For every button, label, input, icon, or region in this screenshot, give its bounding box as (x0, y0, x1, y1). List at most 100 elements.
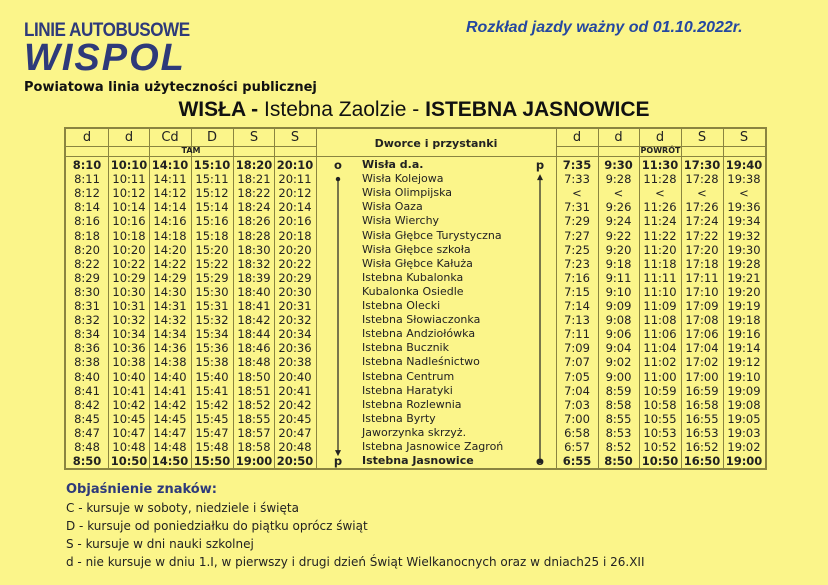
departure-time-powrot: 6:55 (562, 454, 592, 469)
departure-time-powrot: 17:02 (685, 355, 719, 370)
departure-time-powrot: 6:58 (564, 425, 590, 440)
stop-name: Wisła Głębce Turystyczna (362, 228, 502, 242)
departure-time-tam: 10:29 (112, 270, 146, 285)
departure-time-powrot: 7:14 (564, 299, 590, 313)
departure-time-powrot: 16:59 (685, 383, 719, 398)
stop-name: Kubalonka Osiedle (362, 284, 464, 298)
stop-name: Wisła Wierchy (362, 214, 440, 228)
departure-time-powrot: 17:08 (685, 313, 719, 328)
departure-time-powrot: 19:16 (727, 327, 761, 342)
departure-time-powrot: < (613, 186, 624, 201)
departure-time-powrot: 7:07 (564, 355, 590, 370)
departure-time-powrot: 17:30 (683, 158, 721, 172)
departure-time-tam: 18:44 (237, 327, 271, 342)
departure-time-tam: 20:14 (278, 200, 312, 215)
departure-time-tam: 18:50 (237, 369, 271, 384)
departure-time-tam: 8:41 (74, 383, 100, 398)
powrot-course-mark: S (739, 130, 749, 145)
departure-time-tam: 20:42 (278, 397, 312, 412)
subtitle: Powiatowa linia użyteczności publicznej (24, 80, 317, 95)
departure-time-tam: 15:34 (195, 327, 229, 342)
column-divider (108, 129, 109, 468)
departure-time-powrot: < (739, 186, 749, 201)
departure-time-powrot: 10:53 (643, 425, 677, 440)
departure-time-tam: 20:36 (278, 341, 312, 356)
departure-time-tam: 10:32 (112, 313, 146, 328)
departure-time-tam: 15:31 (195, 299, 229, 313)
departure-time-powrot: 11:20 (643, 242, 677, 257)
departure-time-powrot: 19:20 (727, 284, 761, 299)
departure-time-tam: 14:41 (153, 383, 187, 398)
departure-time-tam: 8:38 (74, 355, 100, 370)
departure-time-tam: 20:22 (278, 256, 312, 271)
departure-time-tam: 8:34 (74, 327, 100, 342)
route-from: WISŁA - (178, 98, 259, 121)
departure-time-powrot: 17:28 (685, 172, 719, 187)
brand-line: LINIE AUTOBUSOWE (24, 20, 190, 41)
departure-time-tam: 20:41 (278, 383, 312, 398)
departure-time-tam: 8:10 (72, 158, 102, 172)
departure-time-tam: 14:32 (153, 313, 187, 328)
departure-time-tam: 8:29 (74, 270, 100, 285)
departure-time-tam: 18:46 (237, 341, 271, 356)
departure-time-powrot: 19:00 (725, 454, 763, 469)
departure-time-tam: 20:18 (278, 228, 312, 243)
tam-course-mark: S (249, 130, 259, 145)
departure-time-tam: 18:48 (237, 355, 271, 370)
departure-time-tam: 10:22 (112, 256, 146, 271)
departure-time-tam: 20:30 (278, 284, 312, 299)
arrowhead-icon (537, 174, 543, 181)
departure-time-tam: 8:14 (74, 200, 100, 215)
stop-name: Istebna Byrty (362, 411, 436, 425)
departure-time-powrot: 11:00 (643, 369, 677, 384)
departure-time-tam: 8:30 (74, 284, 100, 299)
departure-time-tam: 20:10 (276, 158, 314, 172)
departure-time-powrot: 11:28 (643, 172, 677, 187)
stop-name: Istebna Kubalonka (362, 270, 464, 284)
legend-item: d - nie kursuje w dniu 1.I, w pierwszy i… (66, 555, 645, 569)
departure-time-tam: 8:42 (74, 397, 100, 412)
departure-time-powrot: 11:30 (641, 158, 679, 172)
departure-time-tam: 15:40 (195, 369, 229, 384)
departure-time-powrot: 7:31 (564, 200, 590, 215)
departure-time-tam: 10:45 (112, 411, 146, 426)
departure-time-tam: 8:11 (74, 172, 100, 187)
departure-time-powrot: 11:22 (643, 228, 677, 243)
departure-time-powrot: 16:50 (683, 454, 721, 469)
departure-time-powrot: 17:24 (685, 214, 719, 229)
departure-time-powrot: 11:18 (643, 256, 677, 271)
departure-time-powrot: 17:04 (685, 341, 719, 356)
tam-course-mark: S (290, 130, 300, 145)
departure-time-tam: 15:20 (195, 242, 229, 257)
departure-time-tam: 18:51 (237, 383, 271, 398)
column-divider (723, 129, 724, 468)
departure-time-tam: 15:38 (195, 355, 229, 370)
departure-time-tam: 14:31 (153, 299, 187, 313)
departure-time-powrot: 7:15 (564, 284, 590, 299)
departure-time-powrot: < (655, 186, 665, 201)
direction-mark: p (535, 158, 545, 172)
departure-time-tam: 14:40 (153, 369, 187, 384)
departure-time-powrot: 17:20 (685, 242, 719, 257)
departure-time-tam: 18:22 (237, 186, 271, 201)
departure-time-powrot: 7:03 (564, 397, 590, 412)
powrot-course-mark: d (572, 130, 582, 145)
stop-name: Wisła Głębce Kałuża (362, 256, 473, 270)
stop-name: Jaworzynka skrzyż. (362, 425, 467, 439)
departure-time-tam: 20:40 (278, 369, 312, 384)
stop-name: Istebna Haratyki (362, 383, 453, 397)
departure-time-powrot: 17:00 (685, 369, 719, 384)
departure-time-powrot: 19:30 (727, 242, 761, 257)
departure-time-powrot: 11:06 (643, 327, 677, 342)
departure-time-tam: 14:36 (153, 341, 187, 356)
departure-time-powrot: 8:59 (605, 383, 632, 398)
departure-time-powrot: 7:04 (564, 383, 590, 398)
departure-time-powrot: < (572, 186, 582, 201)
stop-name: Istebna Jasnowice (362, 454, 474, 468)
departure-time-powrot: 19:05 (727, 411, 761, 426)
departure-time-powrot: 9:10 (605, 284, 632, 299)
departure-time-powrot: 7:16 (564, 270, 590, 285)
departure-time-tam: 10:36 (112, 341, 146, 356)
departure-time-tam: 14:22 (153, 256, 187, 271)
departure-time-tam: 14:18 (153, 228, 187, 243)
